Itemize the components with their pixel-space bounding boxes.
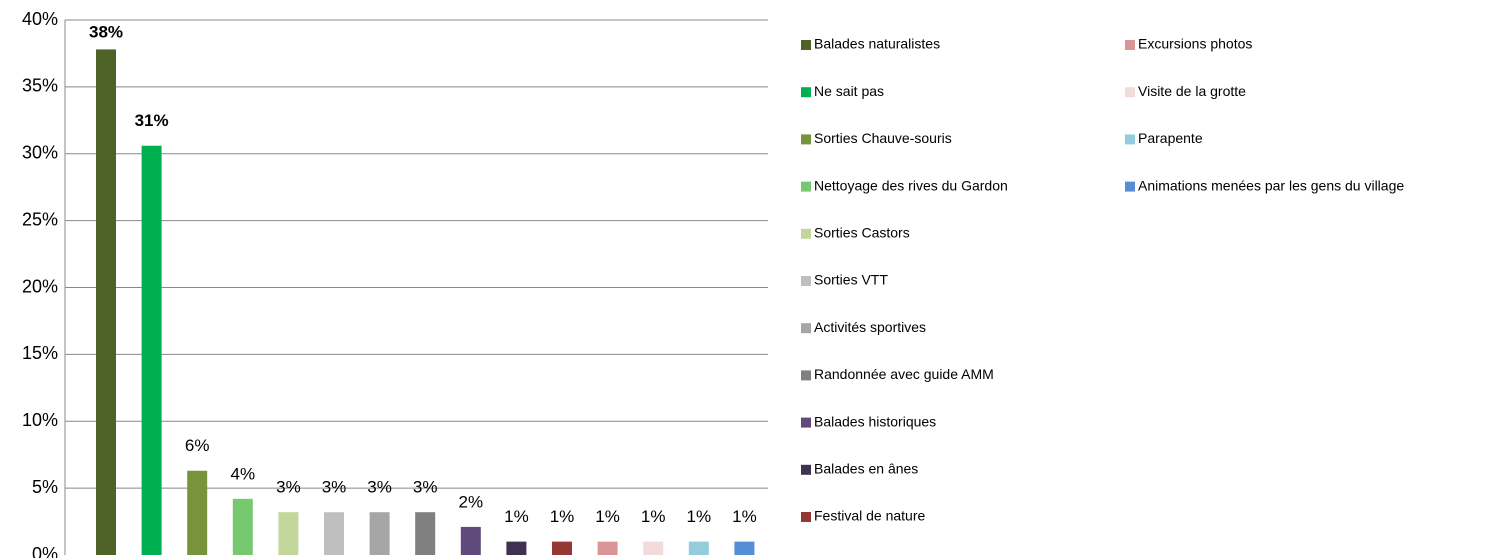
value-label: 3% [413, 478, 438, 497]
value-label: 1% [595, 507, 620, 526]
legend-label: Sorties Chauve-souris [814, 130, 952, 146]
value-label: 3% [322, 478, 347, 497]
legend-label: Parapente [1138, 130, 1203, 146]
legend-swatch [1125, 134, 1135, 145]
legend-swatch [801, 512, 811, 522]
bar [506, 541, 527, 555]
bar [597, 541, 618, 555]
y-tick-label: 30% [22, 143, 58, 163]
bar [643, 541, 664, 555]
legend-label: Sorties VTT [814, 272, 888, 288]
bar [369, 512, 390, 555]
value-label: 3% [276, 478, 301, 497]
value-label: 1% [550, 507, 575, 526]
legend-label: Animations menées par les gens du villag… [1138, 177, 1404, 193]
legend-swatch [1125, 87, 1135, 98]
value-label: 1% [687, 507, 712, 526]
y-tick-label: 5% [32, 477, 58, 497]
legend-swatch [801, 40, 811, 50]
y-tick-label: 15% [22, 343, 58, 363]
legend-label: Activités sportives [814, 319, 926, 335]
y-tick-label: 20% [22, 276, 58, 296]
value-label: 1% [504, 507, 529, 526]
value-label: 38% [89, 22, 123, 41]
bar [734, 541, 755, 555]
y-tick-label: 35% [22, 76, 58, 96]
legend-label: Balades en ânes [814, 461, 918, 477]
y-tick-label: 25% [22, 209, 58, 229]
bar [187, 470, 208, 555]
value-label: 3% [367, 478, 392, 497]
bar [141, 145, 162, 555]
legend-swatch [801, 134, 811, 145]
value-label: 31% [135, 111, 169, 130]
legend-swatch [801, 276, 811, 286]
legend-swatch [801, 370, 811, 381]
legend-swatch [801, 323, 811, 334]
legend-label: Visite de la grotte [1138, 83, 1246, 99]
bar [415, 512, 436, 555]
legend-swatch [1125, 181, 1135, 192]
legend-label: Nettoyage des rives du Gardon [814, 177, 1008, 193]
legend-label: Festival de nature [814, 508, 925, 524]
value-label: 1% [732, 507, 757, 526]
value-label: 4% [231, 464, 256, 483]
legend-swatch [801, 181, 811, 192]
bar [688, 541, 709, 555]
legend-swatch [1125, 40, 1135, 50]
value-label: 1% [641, 507, 666, 526]
legend-swatch [801, 417, 811, 428]
y-tick-label: 0% [32, 544, 58, 558]
legend-label: Balades historiques [814, 413, 936, 429]
legend-label: Excursions photos [1138, 36, 1252, 52]
legend-swatch [801, 228, 811, 239]
bar [232, 498, 253, 555]
legend-label: Sorties Castors [814, 225, 910, 241]
bar [324, 512, 344, 555]
bar [96, 49, 116, 556]
legend-swatch [801, 464, 811, 475]
legend-label: Balades naturalistes [814, 36, 940, 52]
value-label: 6% [185, 436, 210, 455]
y-tick-label: 40% [22, 9, 58, 29]
legend-label: Randonnée avec guide AMM [814, 366, 994, 382]
y-tick-label: 10% [22, 410, 58, 430]
legend-swatch [801, 87, 811, 98]
bar [552, 541, 572, 555]
bar [278, 512, 299, 555]
value-label: 2% [459, 492, 484, 511]
bar [460, 526, 481, 555]
legend-label: Ne sait pas [814, 83, 884, 99]
